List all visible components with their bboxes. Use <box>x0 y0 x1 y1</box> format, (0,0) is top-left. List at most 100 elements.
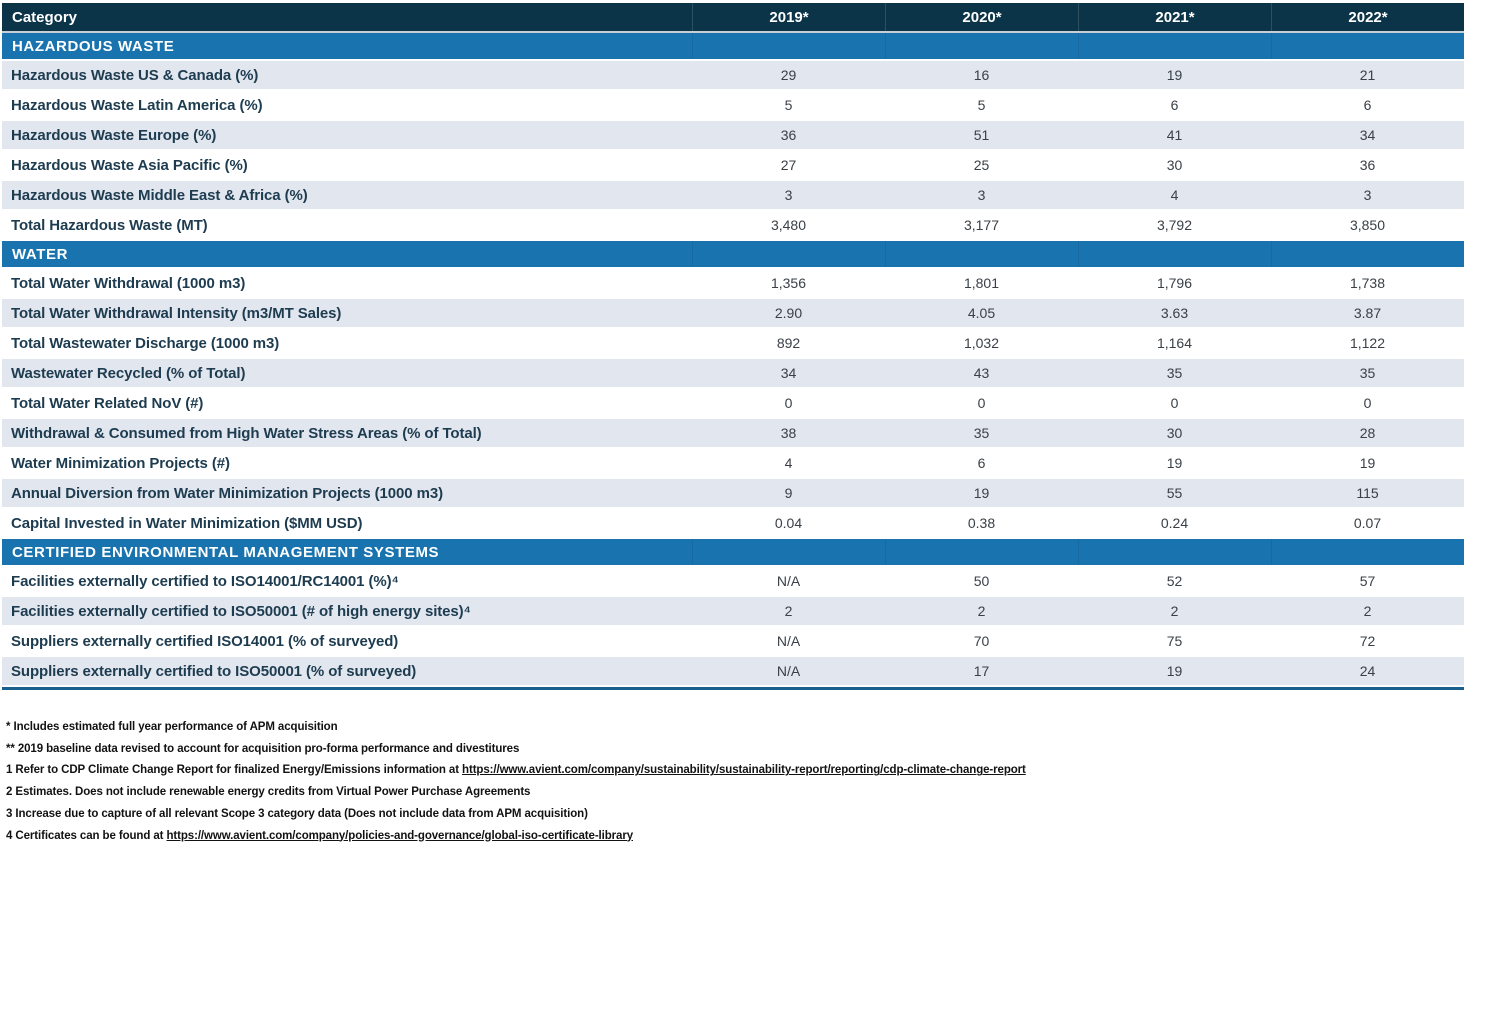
row-label: Hazardous Waste Asia Pacific (%) <box>11 156 248 174</box>
cell-value: 2 <box>977 603 986 619</box>
cell-value: 3,792 <box>1156 217 1193 233</box>
cell-value: 2 <box>1363 603 1372 619</box>
section-header: HAZARDOUS WASTE <box>2 33 1464 61</box>
section-title: HAZARDOUS WASTE <box>12 37 175 55</box>
cell-value: N/A <box>776 633 801 649</box>
table-row: Suppliers externally certified to ISO500… <box>2 657 1464 687</box>
cell-value: 1,796 <box>1156 275 1193 291</box>
cell-value: 1,801 <box>963 275 1000 291</box>
footnote-line: * Includes estimated full year performan… <box>6 721 338 733</box>
cell-value: 35 <box>1359 365 1376 381</box>
row-label: Facilities externally certified to ISO14… <box>11 572 399 590</box>
table-row: Total Wastewater Discharge (1000 m3) 892 1… <box>2 329 1464 359</box>
footnote-line: 1 Refer to CDP Climate Change Report for… <box>6 760 1026 782</box>
column-seam <box>1078 241 1079 267</box>
column-seam <box>1271 539 1272 565</box>
cell-value: 28 <box>1359 425 1376 441</box>
cell-value: 35 <box>1166 365 1183 381</box>
cell-value: 0.04 <box>774 515 803 531</box>
table-row: Total Water Withdrawal Intensity (m3/MT … <box>2 299 1464 329</box>
row-label: Total Water Withdrawal Intensity (m3/MT … <box>11 304 342 322</box>
cell-value: 0.38 <box>967 515 996 531</box>
table-row: Wastewater Recycled (% of Total) 34 43 35 35 <box>2 359 1464 389</box>
cell-value: 17 <box>973 663 990 679</box>
cell-value: 5 <box>977 97 986 113</box>
section-title: CERTIFIED ENVIRONMENTAL MANAGEMENT SYSTE… <box>12 543 440 561</box>
cell-value: 2 <box>1170 603 1179 619</box>
cell-value: 2 <box>784 603 793 619</box>
cell-value: 34 <box>1359 127 1376 143</box>
table-row: Hazardous Waste Europe (%) 36 51 41 34 <box>2 121 1464 151</box>
column-header-2021: 2021* <box>1078 3 1271 31</box>
cell-value: 4 <box>1170 187 1179 203</box>
cell-value: 70 <box>973 633 990 649</box>
footnote-line: 4 Certificates can be found at https://w… <box>6 826 1026 848</box>
row-label: Total Wastewater Discharge (1000 m3) <box>11 334 280 352</box>
cell-value: N/A <box>776 573 801 589</box>
footnotes: * Includes estimated full year performan… <box>6 717 1026 847</box>
footnote-text: 4 Certificates can be found at <box>6 829 167 842</box>
table-row: Suppliers externally certified ISO14001 … <box>2 627 1464 657</box>
cell-value: 2.90 <box>774 305 803 321</box>
cell-value: 75 <box>1166 633 1183 649</box>
column-seam <box>885 241 886 267</box>
row-label: Hazardous Waste Middle East & Africa (%) <box>11 186 308 204</box>
column-seam <box>1271 241 1272 267</box>
cell-value: 3,480 <box>770 217 807 233</box>
cell-value: 5 <box>784 97 793 113</box>
section-header: CERTIFIED ENVIRONMENTAL MANAGEMENT SYSTE… <box>2 539 1464 567</box>
cell-value: 1,356 <box>770 275 807 291</box>
row-label: Hazardous Waste Latin America (%) <box>11 96 263 114</box>
cell-value: 57 <box>1359 573 1376 589</box>
column-header-2022: 2022* <box>1271 3 1464 31</box>
column-seam <box>692 33 693 59</box>
cell-value: 3 <box>784 187 793 203</box>
column-seam <box>1078 33 1079 59</box>
table-row: Hazardous Waste Latin America (%) 5 5 6 6 <box>2 91 1464 121</box>
cell-value: 19 <box>1166 663 1183 679</box>
cell-value: 21 <box>1359 67 1376 83</box>
cell-value: 36 <box>1359 157 1376 173</box>
cell-value: 3,850 <box>1349 217 1386 233</box>
table-row: Hazardous Waste US & Canada (%) 29 16 19 21 <box>2 61 1464 91</box>
cell-value: 1,164 <box>1156 335 1193 351</box>
cell-value: 0 <box>784 395 793 411</box>
row-label: Wastewater Recycled (% of Total) <box>11 364 246 382</box>
cell-value: 36 <box>780 127 797 143</box>
table-row: Water Minimization Projects (#) 4 6 19 19 <box>2 449 1464 479</box>
footnote-link[interactable]: https://www.avient.com/company/sustainab… <box>462 764 1026 777</box>
footnote-line: 3 Increase due to capture of all relevan… <box>6 807 588 820</box>
cell-value: 34 <box>780 365 797 381</box>
column-header-category: Category <box>12 8 78 26</box>
table-row: Capital Invested in Water Minimization (… <box>2 509 1464 539</box>
cell-value: 0 <box>1170 395 1179 411</box>
cell-value: 9 <box>784 485 793 501</box>
footnote-text: 1 Refer to CDP Climate Change Report for… <box>6 764 463 777</box>
table-row: Total Water Withdrawal (1000 m3) 1,356 1,8… <box>2 269 1464 299</box>
table-row: Facilities externally certified to ISO14… <box>2 567 1464 597</box>
cell-value: 72 <box>1359 633 1376 649</box>
cell-value: 50 <box>973 573 990 589</box>
row-label: Total Hazardous Waste (MT) <box>11 216 208 234</box>
column-seam <box>692 241 693 267</box>
row-label: Hazardous Waste US & Canada (%) <box>11 66 259 84</box>
cell-value: 3 <box>1363 187 1372 203</box>
cell-value: 3.87 <box>1353 305 1382 321</box>
row-label: Facilities externally certified to ISO50… <box>11 602 471 620</box>
footnote-link[interactable]: https://www.avient.com/company/policies-… <box>166 829 634 842</box>
column-seam <box>1078 539 1079 565</box>
cell-value: 25 <box>973 157 990 173</box>
cell-value: 3,177 <box>963 217 1000 233</box>
section-header: WATER <box>2 241 1464 269</box>
table-row: Total Hazardous Waste (MT) 3,480 3,177 3,79… <box>2 211 1464 241</box>
row-label: Suppliers externally certified ISO14001 … <box>11 632 399 650</box>
row-label: Total Water Related NoV (#) <box>11 394 204 412</box>
cell-value: N/A <box>776 663 801 679</box>
cell-value: 1,032 <box>963 335 1000 351</box>
cell-value: 30 <box>1166 157 1183 173</box>
cell-value: 0.07 <box>1353 515 1382 531</box>
footnote-line: 2 Estimates. Does not include renewable … <box>6 786 531 799</box>
footnote-line: ** 2019 baseline data revised to account… <box>6 742 520 755</box>
row-label: Annual Diversion from Water Minimization… <box>11 484 443 502</box>
cell-value: 4.05 <box>967 305 996 321</box>
